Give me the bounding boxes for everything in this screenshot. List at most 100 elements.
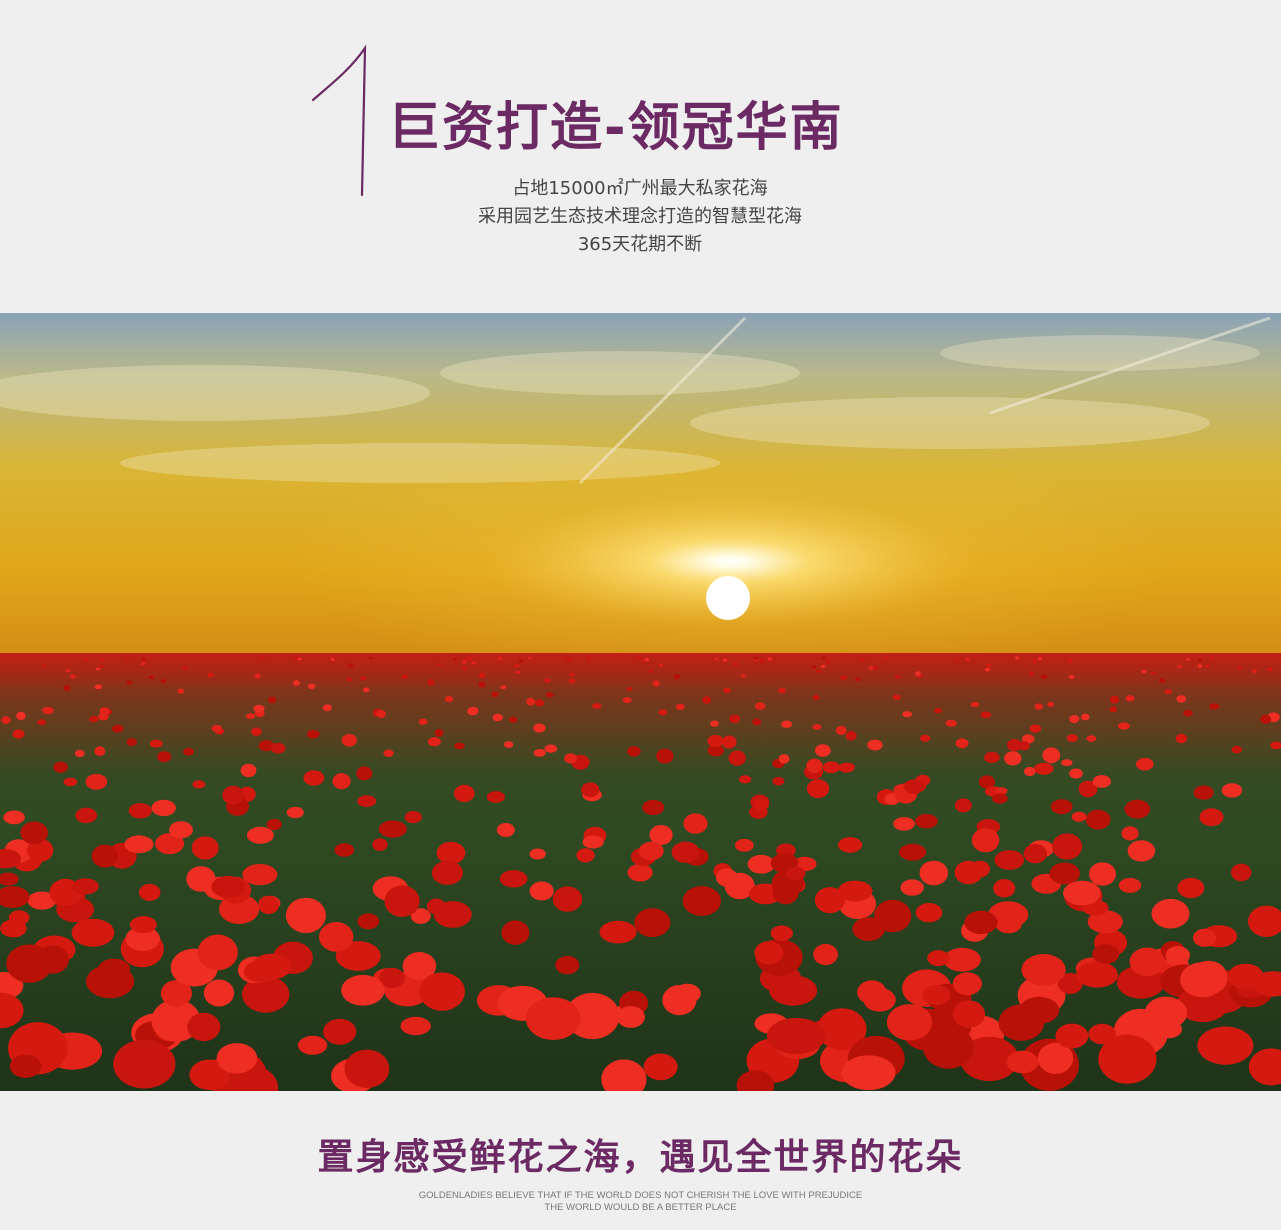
poppy-flower xyxy=(478,681,486,688)
poppy-flower xyxy=(306,729,320,739)
poppy-flower xyxy=(1209,703,1220,710)
poppy-flower xyxy=(344,1049,390,1088)
poppy-flower xyxy=(335,941,381,971)
poppy-flower xyxy=(755,702,766,710)
poppy-flower xyxy=(341,974,385,1006)
poppy-flower xyxy=(297,657,302,661)
poppy-flower xyxy=(157,751,172,763)
poppy-flower xyxy=(100,658,105,661)
poppy-flower xyxy=(169,821,193,839)
poppy-flower xyxy=(781,720,793,728)
poppy-flower xyxy=(1151,898,1190,929)
poppy-flower xyxy=(1019,741,1030,751)
poppy-flower xyxy=(740,673,746,678)
poppy-flower xyxy=(1021,954,1066,986)
poppy-flower xyxy=(478,672,486,679)
poppy-flower xyxy=(634,908,671,938)
poppy-flower xyxy=(125,926,160,951)
poppy-flower xyxy=(1076,961,1118,988)
poppy-flower xyxy=(266,818,282,831)
poppy-flower xyxy=(129,916,157,934)
poppy-flower xyxy=(845,730,857,741)
poppy-flower xyxy=(582,835,604,849)
poppy-flower xyxy=(840,674,847,681)
poppy-flower xyxy=(872,665,878,670)
poppy-flower xyxy=(1248,905,1281,937)
poppy-flower xyxy=(65,668,71,673)
poppy-flower xyxy=(141,661,146,666)
poppy-flower xyxy=(182,665,188,671)
english-tagline: GOLDENLADIES BELIEVE THAT IF THE WORLD D… xyxy=(0,1190,1281,1214)
poppy-flower xyxy=(820,664,826,668)
poppy-flower xyxy=(186,866,216,892)
poppy-flower xyxy=(401,674,408,680)
poppy-flower xyxy=(638,841,664,861)
poppy-flower xyxy=(1037,1042,1074,1074)
poppy-flower xyxy=(53,761,68,773)
poppy-flower xyxy=(806,758,823,773)
poppy-flower xyxy=(565,992,620,1040)
poppy-flower xyxy=(867,739,883,751)
poppy-flower xyxy=(128,803,152,819)
poppy-flower xyxy=(1033,762,1054,775)
poppy-flower xyxy=(1088,1023,1116,1045)
section-number-1 xyxy=(305,40,380,200)
poppy-flower xyxy=(772,776,785,786)
poppy-flower xyxy=(1260,714,1272,724)
poppy-flower xyxy=(99,664,104,668)
poppy-flower xyxy=(993,879,1016,898)
poppy-flower xyxy=(1197,1026,1254,1065)
poppy-flower xyxy=(207,672,214,678)
poppy-flower xyxy=(492,713,503,722)
poppy-flower xyxy=(1021,734,1035,744)
poppy-flower xyxy=(341,734,357,747)
poppy-flower xyxy=(294,656,299,660)
poppy-flower xyxy=(197,934,238,971)
poppy-flower xyxy=(564,753,577,764)
poppy-flower xyxy=(1125,695,1135,702)
poppy-flower xyxy=(1032,659,1037,664)
poppy-flower xyxy=(626,687,633,691)
poppy-flower xyxy=(243,960,278,983)
poppy-flower xyxy=(1068,674,1075,679)
poppy-flower xyxy=(702,696,712,704)
poppy-flower xyxy=(383,749,394,757)
poppy-flower xyxy=(360,676,367,681)
poppy-flower xyxy=(1236,667,1242,671)
description-line: 采用园艺生态技术理念打造的智慧型花海 xyxy=(478,206,802,227)
poppy-flower xyxy=(85,773,108,790)
poppy-flower xyxy=(95,667,101,671)
poppy-flower xyxy=(998,1004,1045,1041)
poppy-flower xyxy=(826,660,831,664)
poppy-flower xyxy=(569,672,575,677)
poppy-flower xyxy=(710,720,719,727)
poppy-flower xyxy=(952,972,982,996)
poppy-flower xyxy=(332,773,351,790)
poppy-flower xyxy=(42,706,54,715)
poppy-flower xyxy=(1034,703,1043,710)
poppy-flower xyxy=(501,920,530,945)
poppy-flower xyxy=(111,724,124,733)
slogan: 置身感受鲜花之海，遇见全世界的花朵 xyxy=(317,1137,964,1178)
poppy-flower xyxy=(752,718,762,726)
poppy-flower xyxy=(452,657,457,661)
poppy-flower xyxy=(86,964,135,999)
poppy-flower xyxy=(330,657,335,661)
poppy-flower xyxy=(1071,811,1087,822)
poppy-flower xyxy=(529,881,554,901)
poppy-flower xyxy=(601,1059,647,1091)
poppy-flower xyxy=(125,657,130,661)
poppy-flower xyxy=(1052,833,1083,860)
poppy-flower xyxy=(874,899,912,933)
poppy-flower xyxy=(1158,678,1166,684)
poppy-flower xyxy=(922,985,951,1005)
poppy-flower xyxy=(954,860,983,885)
poppy-flower xyxy=(211,724,222,732)
poppy-flower xyxy=(1049,862,1080,885)
poppy-flower xyxy=(177,688,185,694)
poppy-flower xyxy=(1231,745,1243,754)
poppy-flower xyxy=(1006,1050,1039,1074)
poppy-flower xyxy=(323,1018,357,1045)
poppy-flower xyxy=(140,657,146,661)
poppy-flower xyxy=(964,910,998,935)
